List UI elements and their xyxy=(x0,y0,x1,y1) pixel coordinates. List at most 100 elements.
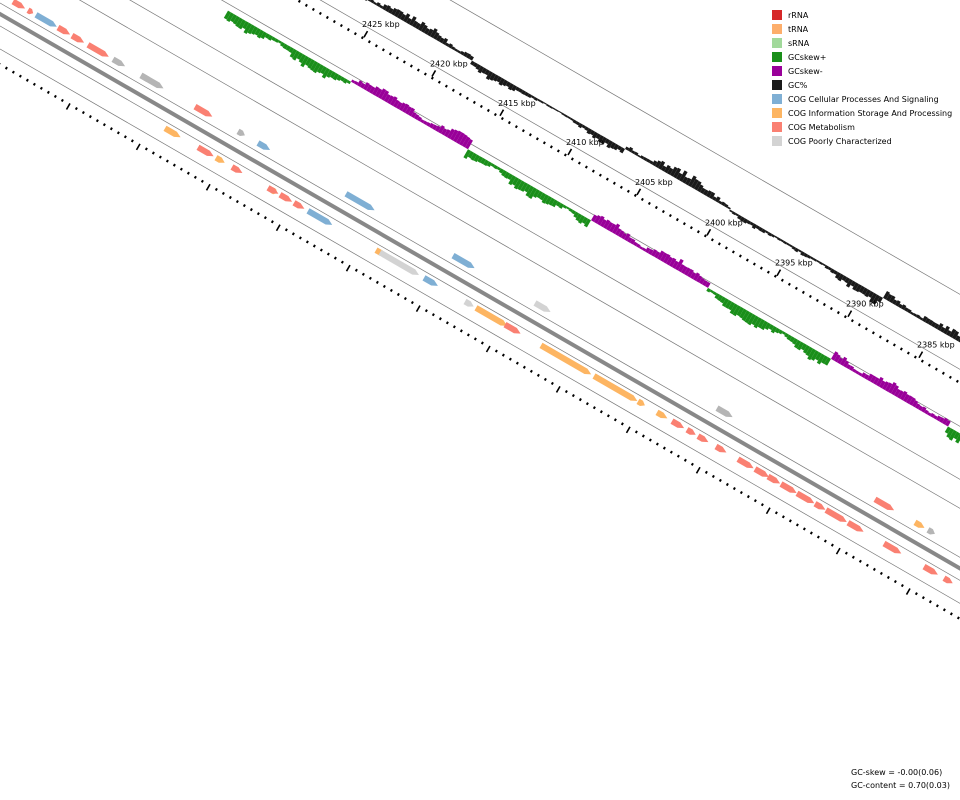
gc-content-bar xyxy=(679,170,688,182)
inner-major-tick xyxy=(275,224,281,232)
scale-major-tick xyxy=(776,269,782,277)
scale-major-tick xyxy=(918,351,924,359)
inner-minor-tick xyxy=(144,147,148,151)
gc-skew-negative-bar xyxy=(927,411,932,417)
inner-minor-tick xyxy=(39,86,43,90)
inner-minor-tick xyxy=(886,575,890,580)
gene-arrow xyxy=(236,128,245,136)
scale-label: 2415 kbp xyxy=(498,99,536,108)
gc-content-bar xyxy=(841,275,847,282)
scale-minor-tick xyxy=(654,205,658,210)
gc-content-bar xyxy=(412,20,419,28)
gc-content-bar xyxy=(850,280,856,287)
gc-skew-negative-bar xyxy=(396,101,403,110)
scale-minor-tick xyxy=(717,242,721,246)
gc-skew-positive-bar xyxy=(520,182,528,192)
gc-skew-positive-bar xyxy=(242,21,249,30)
gc-skew-positive-bar xyxy=(714,293,720,300)
gc-content-bar xyxy=(575,121,580,126)
inner-minor-tick xyxy=(753,499,757,503)
gc-skew-positive-bar xyxy=(226,12,234,23)
inner-minor-tick xyxy=(942,608,946,612)
gc-content-bar xyxy=(780,239,784,243)
inner-minor-tick xyxy=(389,288,393,293)
gc-content-bar xyxy=(564,114,568,118)
inner-minor-tick xyxy=(382,284,386,289)
gc-content-bar xyxy=(606,140,613,149)
gc-skew-positive-bar xyxy=(794,339,801,349)
gc-content-bar xyxy=(822,263,826,267)
inner-minor-tick xyxy=(459,329,463,333)
inner-minor-tick xyxy=(319,248,323,252)
legend-swatch xyxy=(772,10,782,20)
inner-minor-tick xyxy=(571,393,575,398)
inner-minor-tick xyxy=(781,515,785,519)
gc-skew-negative-bar xyxy=(657,250,665,261)
scale-minor-tick xyxy=(864,327,868,331)
gc-skew-positive-bar xyxy=(524,183,531,193)
gc-skew-positive-bar xyxy=(274,38,279,43)
scale-minor-tick xyxy=(577,161,581,165)
gc-content-bar xyxy=(916,314,921,319)
gc-skew-positive-bar xyxy=(741,310,750,322)
gene-arrow xyxy=(670,418,685,429)
gc-content-bar xyxy=(505,81,511,88)
gc-skew-negative-bar xyxy=(633,241,638,247)
scale-label: 2385 kbp xyxy=(917,341,955,350)
gc-skew-negative-bar xyxy=(459,134,468,146)
inner-minor-tick xyxy=(368,276,372,280)
inner-major-tick xyxy=(205,183,211,191)
gc-content-bar xyxy=(481,67,487,74)
scale-minor-tick xyxy=(528,133,532,137)
scale-minor-tick xyxy=(304,3,308,7)
inner-minor-tick xyxy=(284,228,288,232)
legend: rRNA tRNA sRNA GCskew+ GCskew- GC% COG Cellula… xyxy=(772,8,952,148)
inner-minor-tick xyxy=(270,220,274,224)
gc-content-bar xyxy=(555,109,559,112)
gc-skew-negative-bar xyxy=(618,230,625,238)
scale-minor-tick xyxy=(689,226,693,230)
gc-skew-positive-bar xyxy=(513,178,522,190)
inner-minor-tick xyxy=(928,600,932,604)
inner-minor-tick xyxy=(529,369,533,373)
gc-content-bar xyxy=(742,218,748,224)
gc-skew-positive-bar xyxy=(247,24,255,35)
gc-skew-positive-bar xyxy=(321,67,330,79)
inner-minor-tick xyxy=(725,482,729,487)
scale-minor-tick xyxy=(584,165,588,169)
inner-minor-tick xyxy=(340,260,344,264)
gc-skew-positive-bar xyxy=(473,154,480,163)
inner-minor-tick xyxy=(242,203,246,208)
gc-skew-positive-bar xyxy=(498,168,504,174)
gc-skew-positive-bar xyxy=(948,429,957,441)
scale-label: 2390 kbp xyxy=(846,300,884,309)
gc-content-bar xyxy=(928,319,934,326)
gc-skew-negative-bar xyxy=(855,370,860,375)
gc-skew-negative-bar xyxy=(432,124,438,131)
scale-minor-tick xyxy=(745,258,749,262)
gc-skew-negative-bar xyxy=(354,80,359,86)
scale-minor-tick xyxy=(724,246,728,250)
gc-content-bar xyxy=(524,91,529,97)
scale-minor-tick xyxy=(801,290,805,294)
gc-skew-negative-bar xyxy=(648,248,654,255)
inner-minor-tick xyxy=(501,353,505,357)
gc-skew-negative-bar xyxy=(369,86,376,94)
gc-skew-positive-bar xyxy=(757,319,765,329)
scale-minor-tick xyxy=(934,367,938,371)
scale-minor-tick xyxy=(458,92,462,96)
inner-minor-tick xyxy=(466,333,470,337)
gene-arrow xyxy=(378,249,419,275)
gc-skew-negative-bar xyxy=(831,351,839,361)
gc-content-bar xyxy=(919,316,924,321)
gc-content-bar xyxy=(421,24,428,33)
scale-minor-tick xyxy=(780,278,784,282)
gc-skew-track xyxy=(223,10,960,444)
gc-content-bar xyxy=(533,96,538,101)
gene-arrow xyxy=(882,540,902,554)
scale-minor-tick xyxy=(444,84,448,88)
gc-skew-negative-bar xyxy=(411,111,417,119)
scale-minor-tick xyxy=(346,28,350,32)
gc-content-bar xyxy=(436,34,442,42)
gc-skew-positive-bar xyxy=(223,10,231,20)
